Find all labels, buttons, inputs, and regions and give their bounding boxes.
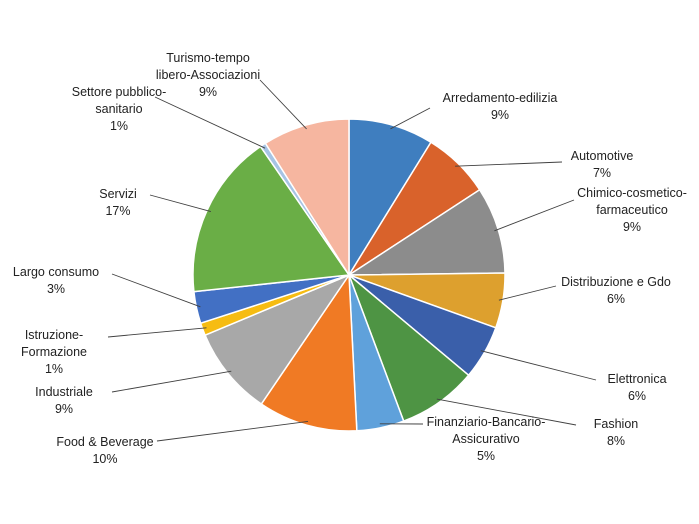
slice-label: Industriale 9%	[35, 384, 93, 418]
slice-label: Food & Beverage 10%	[56, 434, 153, 468]
slice-label-text: Food & Beverage	[56, 435, 154, 449]
slice-label: Automotive 7%	[571, 148, 634, 182]
pie-slice-turismo-tempo-libero-associazioni	[264, 118, 350, 278]
slice-label: Arredamento-edilizia 9%	[443, 90, 558, 124]
slice-percent: 1%	[109, 119, 129, 133]
slice-percent: 8%	[606, 434, 626, 448]
slice-label-text: Elettronica	[607, 372, 667, 386]
pie-slice-food-beverage	[260, 272, 358, 432]
leader-line	[111, 370, 232, 393]
slice-label: Chimico-cosmetico-farmaceutico 9%	[577, 185, 687, 236]
slice-percent: 10%	[92, 452, 118, 466]
slice-label-text: Servizi	[99, 187, 137, 201]
leader-line	[480, 350, 597, 381]
pie-slice-servizi	[192, 145, 351, 293]
slice-label-text: Fashion	[593, 417, 639, 431]
slice-label-text: Finanziario-Bancario-	[426, 415, 546, 429]
slice-percent: 6%	[627, 389, 647, 403]
slice-label: Elettronica 6%	[607, 371, 666, 405]
leader-line	[154, 96, 266, 149]
slice-label: Distribuzione e Gdo 6%	[561, 274, 671, 308]
leader-line	[390, 107, 431, 130]
pie-slice-arredamento-edilizia	[348, 118, 432, 278]
slice-label-text: Formazione	[21, 345, 87, 359]
slice-percent: 5%	[476, 449, 496, 463]
leader-line	[156, 420, 309, 442]
slice-label-text: Turismo-tempo	[166, 51, 250, 65]
slice-label: Finanziario-Bancario- Assicurativo 5%	[427, 414, 546, 465]
slice-label-text: Automotive	[570, 149, 634, 163]
leader-line	[111, 273, 201, 308]
leader-line	[107, 327, 207, 338]
slice-label: Fashion 8%	[594, 416, 638, 450]
leader-line	[494, 199, 575, 232]
slice-label-text: Arredamento-edilizia	[442, 91, 558, 105]
slice-percent: 6%	[606, 292, 626, 306]
slice-label: Istruzione- Formazione 1%	[21, 327, 87, 378]
slice-label: Servizi 17%	[99, 186, 137, 220]
slice-label: Turismo-tempo libero-Associazioni 9%	[156, 50, 260, 101]
slice-label-text: Chimico-cosmetico-	[577, 186, 687, 200]
leader-line	[498, 285, 557, 301]
slice-label-text: Settore pubblico-	[71, 85, 167, 99]
leader-line	[259, 79, 307, 130]
slice-percent: 1%	[44, 362, 64, 376]
slice-label-text: Industriale	[35, 385, 93, 399]
slice-label: Largo consumo 3%	[13, 264, 99, 298]
slice-label-text: Distribuzione e Gdo	[561, 275, 671, 289]
leader-line	[455, 161, 563, 167]
leader-line	[436, 398, 577, 426]
slice-percent: 9%	[54, 402, 74, 416]
slice-percent: 3%	[46, 282, 66, 296]
slice-label-text: Largo consumo	[12, 265, 100, 279]
slice-percent: 9%	[622, 220, 642, 234]
slice-percent: 9%	[198, 85, 218, 99]
leader-line	[149, 194, 212, 213]
slice-label-text: sanitario	[95, 102, 143, 116]
slice-label-text: Assicurativo	[452, 432, 520, 446]
slice-percent: 17%	[105, 204, 131, 218]
slice-label-text: libero-Associazioni	[155, 68, 261, 82]
slice-label-text: farmaceutico	[596, 203, 668, 217]
slice-label-text: Istruzione-	[24, 328, 84, 342]
slice-label: Settore pubblico-sanitario 1%	[72, 84, 167, 135]
slice-percent: 9%	[490, 108, 510, 122]
pie-slice-industriale	[204, 273, 352, 406]
slice-percent: 7%	[592, 166, 612, 180]
